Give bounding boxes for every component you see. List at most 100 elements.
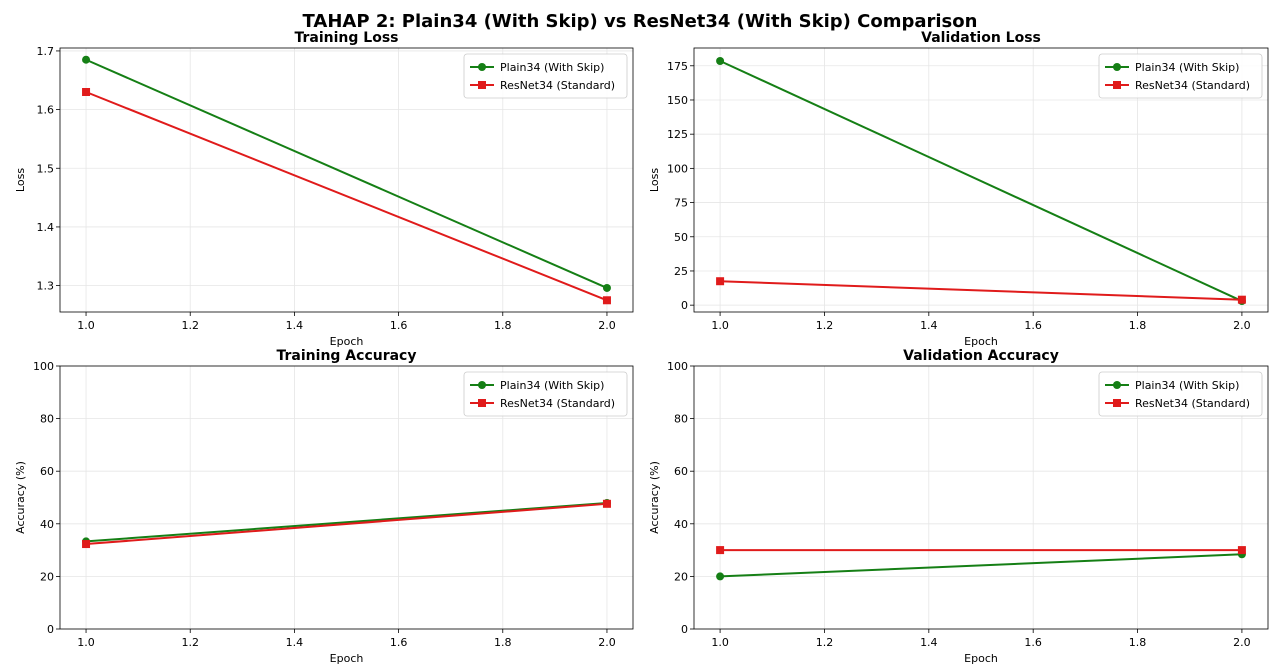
y-tick-label: 0 xyxy=(681,299,688,312)
data-point xyxy=(716,546,725,555)
x-tick-label: 2.0 xyxy=(1233,319,1251,332)
y-tick-label: 75 xyxy=(674,197,688,210)
legend-frame xyxy=(1098,371,1263,417)
legend-swatch-marker xyxy=(478,81,486,89)
y-tick-label: 20 xyxy=(40,570,54,583)
chart-title: Training Loss xyxy=(295,30,399,46)
data-point xyxy=(1237,546,1246,555)
legend-entry-label: Plain34 (With Skip) xyxy=(1135,61,1239,74)
series-line-1 xyxy=(85,58,608,289)
y-tick-label: 50 xyxy=(674,231,688,244)
data-point xyxy=(602,499,611,508)
legend-swatch-marker xyxy=(1113,399,1121,407)
legend: Plain34 (With Skip) ResNet34 (Standard) xyxy=(1098,371,1263,417)
x-tick-label: 1.2 xyxy=(816,319,834,332)
legend-swatch-marker xyxy=(478,63,486,71)
legend: Plain34 (With Skip) ResNet34 (Standard) xyxy=(1098,53,1263,99)
y-tick-label: 100 xyxy=(667,360,688,373)
charts: 1.0 1.2 1.4 1.6 1.8 2.0 1.3 1.4 1.5 1.6 1.7 Trainin… xyxy=(14,30,1269,665)
y-axis-label: Accuracy (%) xyxy=(648,461,661,534)
legend-frame xyxy=(1098,53,1263,99)
x-tick-label: 1.0 xyxy=(711,636,729,649)
data-point xyxy=(82,540,91,549)
x-tick-label: 1.6 xyxy=(390,319,408,332)
y-tick-label: 80 xyxy=(674,413,688,426)
legend-swatch-marker xyxy=(478,381,486,389)
chart-panel-2: 1.0 1.2 1.4 1.6 1.8 2.0 0 25 50 75 100 125 150 175 Val… xyxy=(648,30,1269,348)
data-point xyxy=(602,283,611,292)
legend-frame xyxy=(463,371,628,417)
x-tick-label: 1.4 xyxy=(920,319,938,332)
x-tick-label: 1.8 xyxy=(494,319,512,332)
legend-swatch-marker xyxy=(478,399,486,407)
plot-frame xyxy=(693,47,1269,313)
y-tick-label: 40 xyxy=(674,518,688,531)
legend-frame xyxy=(463,53,628,99)
x-tick-label: 1.4 xyxy=(286,636,304,649)
y-tick-label: 0 xyxy=(681,623,688,636)
y-tick-label: 0 xyxy=(47,623,54,636)
x-tick-label: 1.6 xyxy=(390,636,408,649)
series-line-1 xyxy=(719,60,1243,302)
y-tick-label: 60 xyxy=(40,465,54,478)
x-tick-label: 1.2 xyxy=(816,636,834,649)
legend-entry-label: ResNet34 (Standard) xyxy=(1135,397,1250,410)
y-tick-label: 80 xyxy=(40,413,54,426)
series-line-1 xyxy=(720,553,1242,578)
x-tick-label: 1.8 xyxy=(1129,319,1147,332)
chart-panel-1: 1.0 1.2 1.4 1.6 1.8 2.0 1.3 1.4 1.5 1.6 1.7 Trainin… xyxy=(14,30,634,348)
chart-panel-4: 1.0 1.2 1.4 1.6 1.8 2.0 0 20 40 60 80 100 Validation… xyxy=(648,348,1269,665)
y-tick-label: 150 xyxy=(667,94,688,107)
x-tick-label: 1.0 xyxy=(77,319,95,332)
y-tick-label: 1.3 xyxy=(37,280,55,293)
y-tick-label: 100 xyxy=(33,360,54,373)
figure-title: TAHAP 2: Plain34 (With Skip) vs ResNet34… xyxy=(303,11,978,32)
legend-swatch-marker xyxy=(1113,81,1121,89)
x-tick-label: 1.4 xyxy=(920,636,938,649)
y-axis-label: Loss xyxy=(14,168,27,192)
x-axis-label: Epoch xyxy=(964,652,998,665)
legend-entry-label: ResNet34 (Standard) xyxy=(1135,79,1250,92)
y-axis-label: Loss xyxy=(648,168,661,192)
x-tick-label: 2.0 xyxy=(598,319,616,332)
series-line-2 xyxy=(85,91,608,302)
x-axis-label: Epoch xyxy=(964,335,998,348)
x-tick-label: 1.6 xyxy=(1024,319,1042,332)
series-line-1 xyxy=(85,502,608,543)
data-point xyxy=(82,88,91,96)
x-tick-label: 1.0 xyxy=(77,636,95,649)
y-tick-label: 125 xyxy=(667,128,688,141)
x-tick-label: 1.6 xyxy=(1024,636,1042,649)
legend-entry-label: ResNet34 (Standard) xyxy=(500,397,615,410)
legend-swatch-marker xyxy=(1113,63,1121,71)
legend-swatch-marker xyxy=(1113,381,1121,389)
y-tick-label: 175 xyxy=(667,60,688,73)
legend: Plain34 (With Skip) ResNet34 (Standard) xyxy=(463,53,628,99)
data-point xyxy=(716,277,725,286)
series-line-2 xyxy=(85,502,608,546)
legend-entry-label: Plain34 (With Skip) xyxy=(1135,379,1239,392)
chart-title: Training Accuracy xyxy=(277,348,417,364)
legend-entry-label: Plain34 (With Skip) xyxy=(500,61,604,74)
y-tick-label: 40 xyxy=(40,518,54,531)
x-tick-label: 2.0 xyxy=(598,636,616,649)
x-tick-label: 1.0 xyxy=(711,319,729,332)
data-point xyxy=(82,55,91,64)
y-axis-label: Accuracy (%) xyxy=(14,461,27,534)
legend: Plain34 (With Skip) ResNet34 (Standard) xyxy=(463,371,628,417)
plot-frame xyxy=(59,47,634,313)
x-axis-label: Epoch xyxy=(330,335,364,348)
plot-frame xyxy=(693,365,1269,630)
y-tick-label: 100 xyxy=(667,162,688,175)
x-tick-label: 1.2 xyxy=(181,319,199,332)
y-tick-label: 1.6 xyxy=(37,104,55,117)
chart-title: Validation Accuracy xyxy=(903,348,1059,364)
x-tick-label: 1.4 xyxy=(286,319,304,332)
chart-title: Validation Loss xyxy=(921,30,1041,46)
y-tick-label: 20 xyxy=(674,570,688,583)
y-tick-label: 25 xyxy=(674,265,688,278)
y-tick-label: 1.5 xyxy=(37,162,55,175)
series-line-2 xyxy=(720,280,1242,301)
legend-entry-label: Plain34 (With Skip) xyxy=(500,379,604,392)
chart-panel-3: 1.0 1.2 1.4 1.6 1.8 2.0 0 20 40 60 80 100 Training A… xyxy=(14,348,634,665)
